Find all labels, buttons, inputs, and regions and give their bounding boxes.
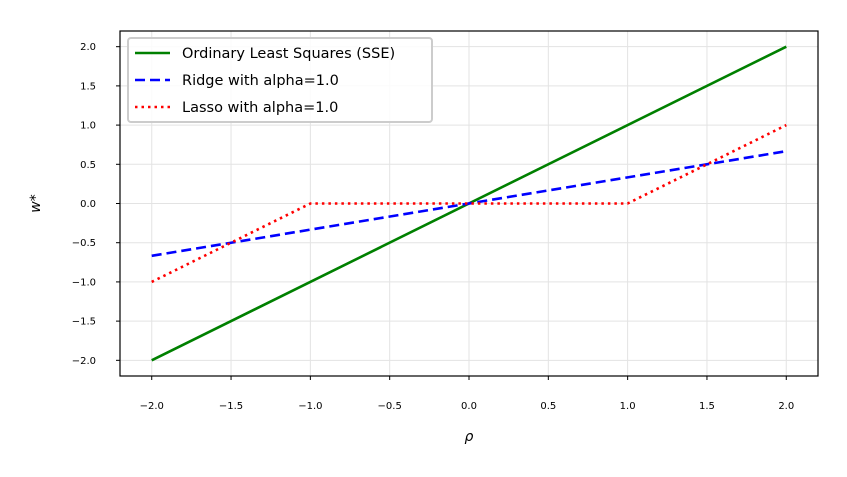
- y-tick-label: −1.0: [72, 277, 96, 288]
- x-tick-label: 1.5: [699, 401, 715, 412]
- x-tick-label: 1.0: [620, 401, 636, 412]
- x-tick-label: −1.0: [298, 401, 322, 412]
- series-group: [151, 45, 787, 362]
- legend-label-0: Ordinary Least Squares (SSE): [182, 46, 395, 62]
- y-tick-label: 2.0: [80, 42, 96, 53]
- x-tick-label: 0.0: [461, 401, 477, 412]
- x-tick-label: −0.5: [378, 401, 402, 412]
- legend-box: [127, 37, 433, 123]
- x-tick-label: 0.5: [540, 401, 556, 412]
- x-tick-label: −2.0: [140, 401, 164, 412]
- legend: Ordinary Least Squares (SSE) Ridge with a…: [127, 37, 433, 123]
- y-tick-label: −2.0: [72, 356, 96, 367]
- y-tick-label: −1.5: [72, 317, 96, 328]
- y-tick-label: 0.0: [80, 199, 96, 210]
- y-axis-label: w*: [28, 194, 44, 212]
- y-tick-label: 0.5: [80, 160, 96, 171]
- y-axis-ticks: −2.0 −1.5 −1.0 −0.5 0.0 0.5 1.0 1.5 2.0: [72, 42, 120, 367]
- legend-label-1: Ridge with alpha=1.0: [182, 73, 339, 89]
- x-axis-label: ρ: [465, 429, 474, 445]
- y-tick-label: −0.5: [72, 238, 96, 249]
- y-tick-label: 1.0: [80, 121, 96, 132]
- x-tick-label: 2.0: [778, 401, 794, 412]
- x-axis-ticks: −2.0 −1.5 −1.0 −0.5 0.0 0.5 1.0 1.5 2.0: [140, 376, 794, 412]
- legend-label-2: Lasso with alpha=1.0: [182, 100, 338, 116]
- series-line-1: [151, 149, 787, 258]
- y-tick-label: 1.5: [80, 81, 96, 92]
- x-tick-label: −1.5: [219, 401, 243, 412]
